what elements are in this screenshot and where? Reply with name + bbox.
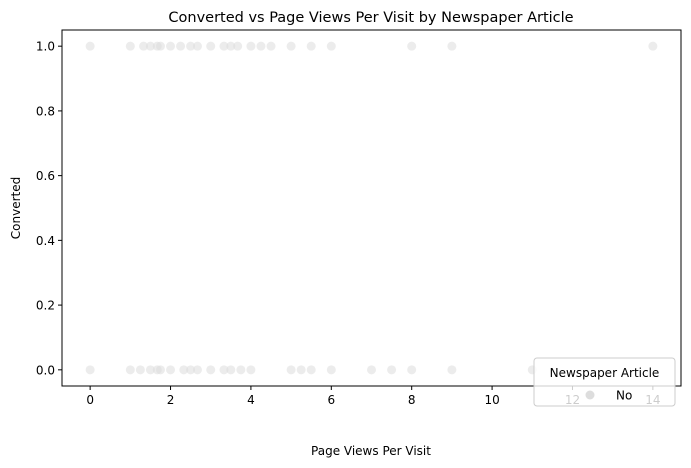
data-point <box>256 41 266 51</box>
y-tick-label: 0.0 <box>36 363 55 377</box>
data-point <box>125 41 135 51</box>
data-point <box>306 365 316 375</box>
data-point <box>186 41 196 51</box>
y-axis: 0.0 0.2 0.4 0.6 0.8 1.0 <box>36 40 62 377</box>
data-point <box>226 365 236 375</box>
data-point <box>155 365 165 375</box>
data-point <box>286 365 296 375</box>
data-point <box>306 41 316 51</box>
x-tick-label: 4 <box>247 393 255 407</box>
data-point <box>407 365 417 375</box>
data-point <box>85 365 95 375</box>
data-point <box>367 365 376 375</box>
x-tick-label: 0 <box>86 393 94 407</box>
legend-frame <box>533 357 676 407</box>
data-point <box>648 41 658 51</box>
data-point <box>219 41 229 51</box>
data-point <box>125 365 135 375</box>
legend-title: Newspaper Article <box>550 366 660 380</box>
data-point <box>326 365 336 375</box>
points-layer <box>85 41 658 375</box>
x-tick-label: 10 <box>484 393 499 407</box>
data-point <box>135 365 145 375</box>
data-point <box>246 365 256 375</box>
x-tick-label: 2 <box>167 393 175 407</box>
legend: Newspaper Article No <box>533 357 676 407</box>
data-point <box>192 41 202 51</box>
y-axis-label: Converted <box>9 177 23 239</box>
data-point <box>176 41 186 51</box>
data-point <box>192 365 202 375</box>
plot-area-frame <box>61 29 682 387</box>
x-tick-label: 8 <box>408 393 416 407</box>
data-point <box>387 365 397 375</box>
data-point <box>407 41 417 51</box>
legend-marker-no <box>585 390 595 400</box>
data-point <box>226 41 236 51</box>
y-tick-label: 0.6 <box>36 169 55 183</box>
data-point <box>286 41 296 51</box>
data-point <box>236 365 246 375</box>
data-point <box>246 41 256 51</box>
data-point <box>179 365 189 375</box>
y-tick-label: 1.0 <box>36 40 55 54</box>
data-point <box>233 41 243 51</box>
data-point <box>155 41 165 51</box>
data-point <box>447 365 457 375</box>
data-point <box>186 365 196 375</box>
chart-title: Converted vs Page Views Per Visit by New… <box>168 10 573 26</box>
data-point <box>85 41 95 51</box>
data-point <box>206 365 216 375</box>
data-point <box>145 365 155 375</box>
data-point <box>139 41 149 51</box>
data-point <box>219 365 229 375</box>
x-axis-label: Page Views Per Visit <box>311 444 431 458</box>
data-point <box>145 41 155 51</box>
data-point <box>447 41 457 51</box>
data-point <box>266 41 276 51</box>
y-tick-label: 0.4 <box>36 234 55 248</box>
data-point <box>166 365 176 375</box>
data-point <box>296 365 306 375</box>
data-point <box>206 41 216 51</box>
legend-label-no: No <box>616 389 632 403</box>
data-point <box>166 41 176 51</box>
data-point <box>326 41 336 51</box>
y-tick-label: 0.8 <box>36 104 55 118</box>
y-tick-label: 0.2 <box>36 299 55 313</box>
x-tick-label: 6 <box>327 393 335 407</box>
